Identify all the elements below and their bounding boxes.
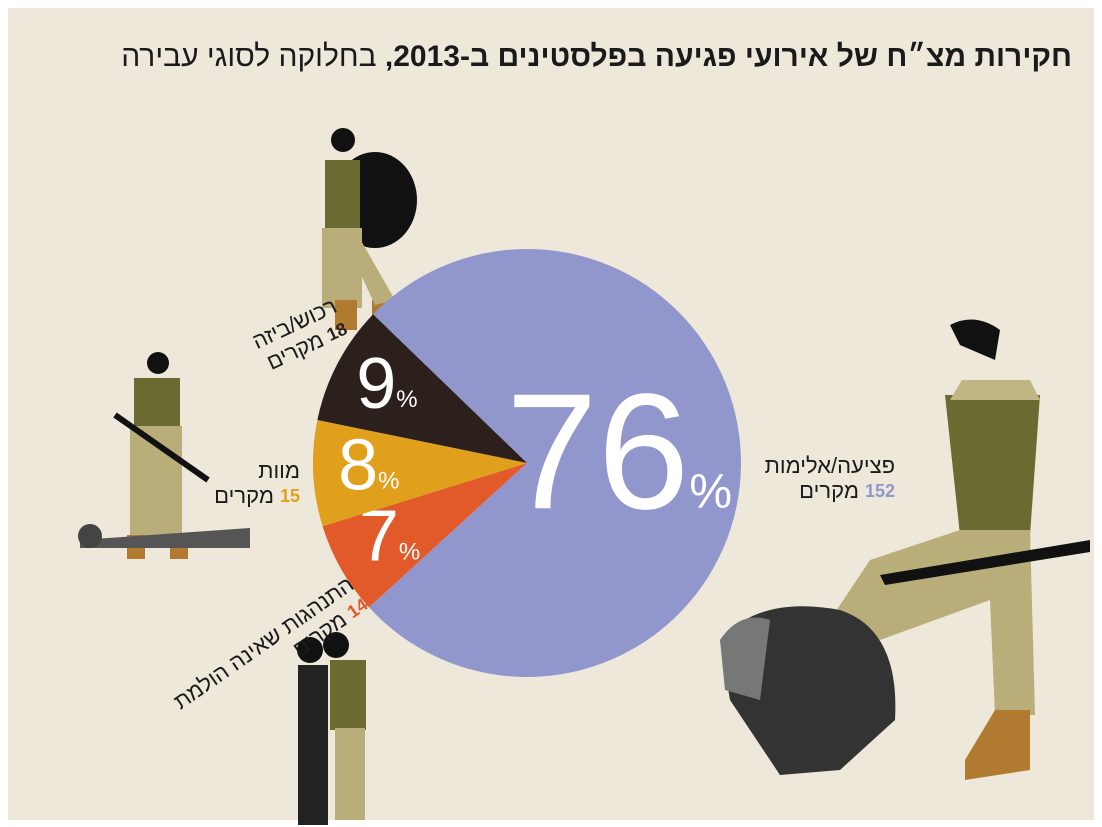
chart-subtitle: בחלוקה לסוגי עבירה <box>121 40 377 73</box>
figure-soldier-left <box>78 352 250 559</box>
value-label: 76% <box>506 359 732 543</box>
legend-label: פציעה/אלימות <box>765 453 895 478</box>
figure-soldier-right <box>720 319 1090 780</box>
figure-couple <box>297 632 366 825</box>
count-label: מקרים <box>799 478 859 503</box>
figure-thief <box>322 128 417 330</box>
pie-slice <box>317 314 527 463</box>
pie-slice <box>368 249 741 677</box>
slice-label: מוות 15 מקרים <box>214 458 300 508</box>
title-block: חקירות מצ״ח של אירועי פגיעה בפלסטינים ב-… <box>121 40 1072 74</box>
slice-label: פציעה/אלימות 152 מקרים <box>765 453 895 503</box>
count-value: 152 <box>865 481 895 501</box>
pie-slice <box>313 419 527 527</box>
legend-label: מוות <box>258 458 300 483</box>
count-label: מקרים <box>214 483 274 508</box>
chart-title: חקירות מצ״ח של אירועי פגיעה בפלסטינים ב-… <box>384 40 1072 73</box>
value-label: 8% <box>338 426 399 506</box>
pie-slice <box>322 463 527 608</box>
count-value: 15 <box>280 486 300 506</box>
value-label: 9% <box>356 344 417 424</box>
